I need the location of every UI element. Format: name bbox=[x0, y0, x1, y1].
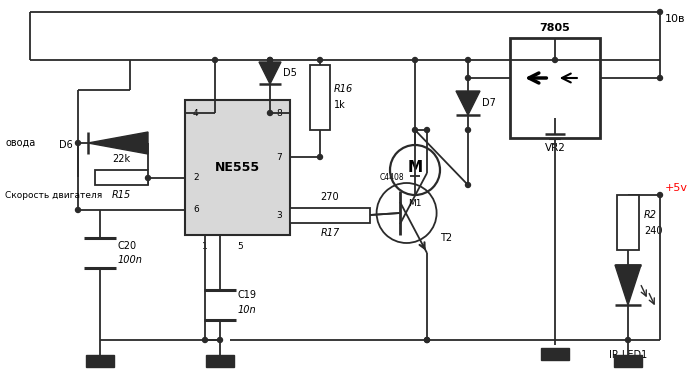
Bar bbox=[95, 170, 148, 185]
Circle shape bbox=[425, 127, 430, 132]
Text: C4408: C4408 bbox=[380, 173, 404, 183]
Text: 10в: 10в bbox=[665, 14, 685, 24]
Circle shape bbox=[146, 175, 150, 180]
Bar bbox=[617, 195, 639, 250]
Text: +5v: +5v bbox=[665, 183, 688, 193]
Circle shape bbox=[76, 140, 80, 146]
Circle shape bbox=[412, 58, 417, 62]
Text: 3: 3 bbox=[277, 211, 282, 219]
Text: VR2: VR2 bbox=[545, 143, 565, 153]
Bar bbox=[86, 355, 114, 367]
Text: D5: D5 bbox=[283, 68, 297, 78]
Text: 240: 240 bbox=[644, 226, 663, 236]
Polygon shape bbox=[456, 91, 480, 115]
Text: 10n: 10n bbox=[238, 305, 256, 315]
Text: 5: 5 bbox=[237, 242, 243, 251]
Bar bbox=[614, 355, 642, 367]
Text: R15: R15 bbox=[112, 190, 131, 200]
Text: 6: 6 bbox=[193, 205, 199, 214]
Circle shape bbox=[213, 58, 218, 62]
Text: NE555: NE555 bbox=[215, 161, 260, 174]
Text: R16: R16 bbox=[334, 84, 353, 94]
Text: M1: M1 bbox=[408, 199, 422, 207]
Text: 7805: 7805 bbox=[540, 23, 570, 33]
Text: 2: 2 bbox=[193, 173, 199, 183]
Text: D6: D6 bbox=[59, 140, 73, 150]
Circle shape bbox=[317, 154, 322, 159]
Text: 22k: 22k bbox=[112, 154, 130, 164]
Text: 7: 7 bbox=[277, 152, 282, 161]
Circle shape bbox=[425, 337, 430, 342]
Circle shape bbox=[202, 337, 207, 342]
Text: Скорость двигателя: Скорость двигателя bbox=[5, 192, 103, 200]
Circle shape bbox=[658, 10, 663, 14]
Text: T2: T2 bbox=[440, 233, 452, 243]
Polygon shape bbox=[615, 265, 641, 305]
Bar bbox=[290, 207, 370, 223]
Circle shape bbox=[76, 207, 80, 212]
Text: R2: R2 bbox=[644, 209, 657, 219]
Text: 270: 270 bbox=[321, 192, 340, 202]
Circle shape bbox=[552, 58, 557, 62]
Text: C19: C19 bbox=[238, 290, 257, 300]
Circle shape bbox=[658, 192, 663, 197]
Circle shape bbox=[626, 337, 631, 342]
Circle shape bbox=[267, 111, 272, 115]
Text: 100n: 100n bbox=[118, 255, 143, 265]
Bar bbox=[310, 65, 330, 130]
Circle shape bbox=[466, 183, 471, 187]
Circle shape bbox=[466, 75, 471, 80]
Text: IR LED1: IR LED1 bbox=[609, 350, 647, 360]
Circle shape bbox=[218, 337, 222, 342]
Circle shape bbox=[267, 58, 272, 62]
Polygon shape bbox=[259, 62, 281, 84]
Text: D7: D7 bbox=[482, 98, 496, 108]
Text: C20: C20 bbox=[118, 241, 137, 251]
Polygon shape bbox=[88, 132, 148, 154]
Text: R17: R17 bbox=[320, 228, 340, 238]
Circle shape bbox=[466, 127, 471, 132]
Text: овода: овода bbox=[5, 138, 35, 148]
Bar bbox=[510, 38, 600, 138]
Text: 1: 1 bbox=[202, 242, 208, 251]
Bar bbox=[185, 100, 290, 235]
Bar bbox=[541, 348, 569, 360]
Circle shape bbox=[317, 58, 322, 62]
Circle shape bbox=[267, 58, 272, 62]
Text: 1k: 1k bbox=[334, 101, 346, 111]
Circle shape bbox=[425, 337, 430, 342]
Text: M: M bbox=[407, 159, 423, 175]
Circle shape bbox=[658, 75, 663, 80]
Text: 4: 4 bbox=[193, 108, 199, 118]
Text: 8: 8 bbox=[277, 108, 282, 118]
Circle shape bbox=[412, 127, 417, 132]
Circle shape bbox=[466, 58, 471, 62]
Bar bbox=[206, 355, 234, 367]
